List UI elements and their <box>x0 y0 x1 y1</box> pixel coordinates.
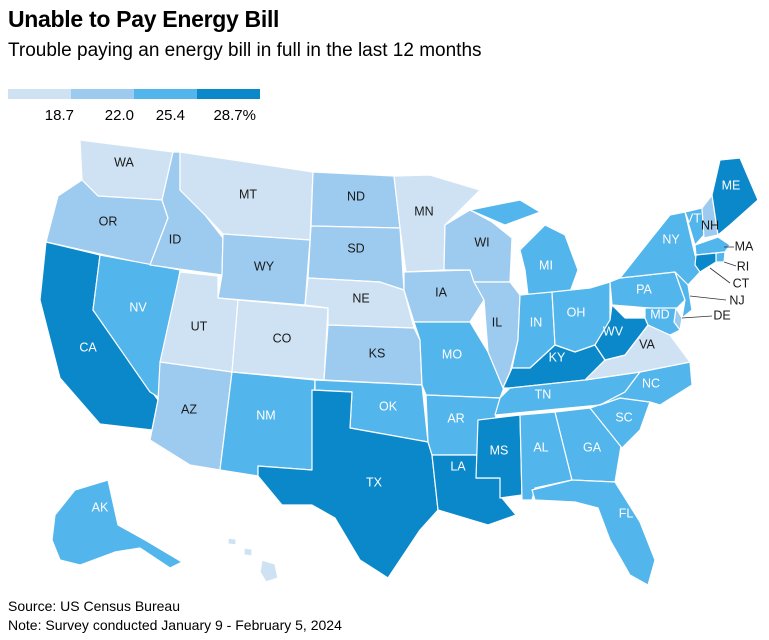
label-de: DE <box>713 308 730 322</box>
label-sd: SD <box>347 241 364 255</box>
chart-title: Unable to Pay Energy Bill <box>8 6 280 32</box>
label-sc: SC <box>615 410 632 424</box>
label-al: AL <box>533 440 548 454</box>
label-nj: NJ <box>729 293 744 307</box>
legend-bin-0 <box>8 89 71 99</box>
label-nm: NM <box>256 408 275 422</box>
legend-bin-2 <box>134 89 197 99</box>
legend-tick-1: 22.0 <box>104 107 134 124</box>
label-ct: CT <box>733 276 750 290</box>
callout-ri <box>723 261 737 267</box>
label-ms: MS <box>490 443 509 457</box>
label-il: IL <box>492 315 502 329</box>
label-id: ID <box>169 232 182 246</box>
label-az: AZ <box>181 402 197 416</box>
state-nj[interactable] <box>674 271 693 319</box>
state-tx[interactable] <box>257 389 439 579</box>
label-vt: VT <box>685 211 701 225</box>
label-ak: AK <box>92 500 109 514</box>
label-co: CO <box>273 331 292 345</box>
label-ny: NY <box>662 232 680 246</box>
label-mo: MO <box>442 347 462 361</box>
state-mi[interactable] <box>469 199 579 296</box>
label-wi: WI <box>474 235 489 249</box>
legend-bin-1 <box>71 89 134 99</box>
callout-ct <box>709 267 731 284</box>
legend-tick-2: 25.4 <box>155 107 185 124</box>
source-note: Source: US Census Bureau <box>8 598 180 614</box>
legend-tick-3: 28.7% <box>213 107 256 124</box>
state-wa[interactable] <box>79 139 174 201</box>
state-ak[interactable] <box>51 479 183 569</box>
state-ct[interactable] <box>694 252 717 273</box>
label-mi: MI <box>539 258 553 272</box>
callout-de <box>681 315 713 319</box>
label-md: MD <box>650 307 669 321</box>
label-ri: RI <box>737 259 750 273</box>
label-ok: OK <box>379 399 398 413</box>
label-pa: PA <box>636 282 652 296</box>
state-fl[interactable] <box>531 479 656 586</box>
label-tx: TX <box>366 475 383 489</box>
legend-bin-3 <box>197 89 260 99</box>
label-me: ME <box>722 178 741 192</box>
label-nd: ND <box>347 189 365 203</box>
label-mn: MN <box>414 204 433 218</box>
state-nc[interactable] <box>599 361 693 406</box>
label-mt: MT <box>239 187 257 201</box>
state-me[interactable] <box>711 157 759 236</box>
label-la: LA <box>450 459 466 473</box>
label-nc: NC <box>642 376 660 390</box>
state-ri[interactable] <box>715 251 726 263</box>
label-oh: OH <box>567 305 586 319</box>
label-nh: NH <box>701 218 719 232</box>
label-ga: GA <box>583 440 602 454</box>
label-ne: NE <box>352 291 369 305</box>
callout-nj <box>689 295 727 301</box>
state-md[interactable] <box>644 307 681 336</box>
label-va: VA <box>639 337 655 351</box>
label-fl: FL <box>619 506 634 520</box>
label-ia: IA <box>435 285 447 299</box>
label-ca: CA <box>79 340 97 354</box>
us-map: WA OR CA NV ID MT WY UT CO AZ NM ND SD N… <box>39 139 759 586</box>
legend: 18.7 22.0 25.4 28.7% <box>8 89 260 129</box>
state-hi[interactable] <box>227 537 279 583</box>
label-nv: NV <box>129 300 147 314</box>
survey-note: Note: Survey conducted January 9 - Febru… <box>8 617 342 633</box>
state-ma[interactable] <box>694 236 731 256</box>
label-ks: KS <box>369 346 386 360</box>
label-tn: TN <box>535 387 552 401</box>
label-ky: KY <box>549 350 566 364</box>
chart-subtitle: Trouble paying an energy bill in full in… <box>8 40 482 61</box>
label-wy: WY <box>254 259 275 273</box>
state-nm[interactable] <box>219 371 316 477</box>
label-wv: WV <box>603 324 624 338</box>
label-or: OR <box>99 214 118 228</box>
label-wa: WA <box>114 155 134 169</box>
legend-tick-0: 18.7 <box>44 107 74 124</box>
label-ut: UT <box>191 319 208 333</box>
label-ar: AR <box>447 411 464 425</box>
label-ma: MA <box>735 239 754 253</box>
label-in: IN <box>530 315 543 329</box>
